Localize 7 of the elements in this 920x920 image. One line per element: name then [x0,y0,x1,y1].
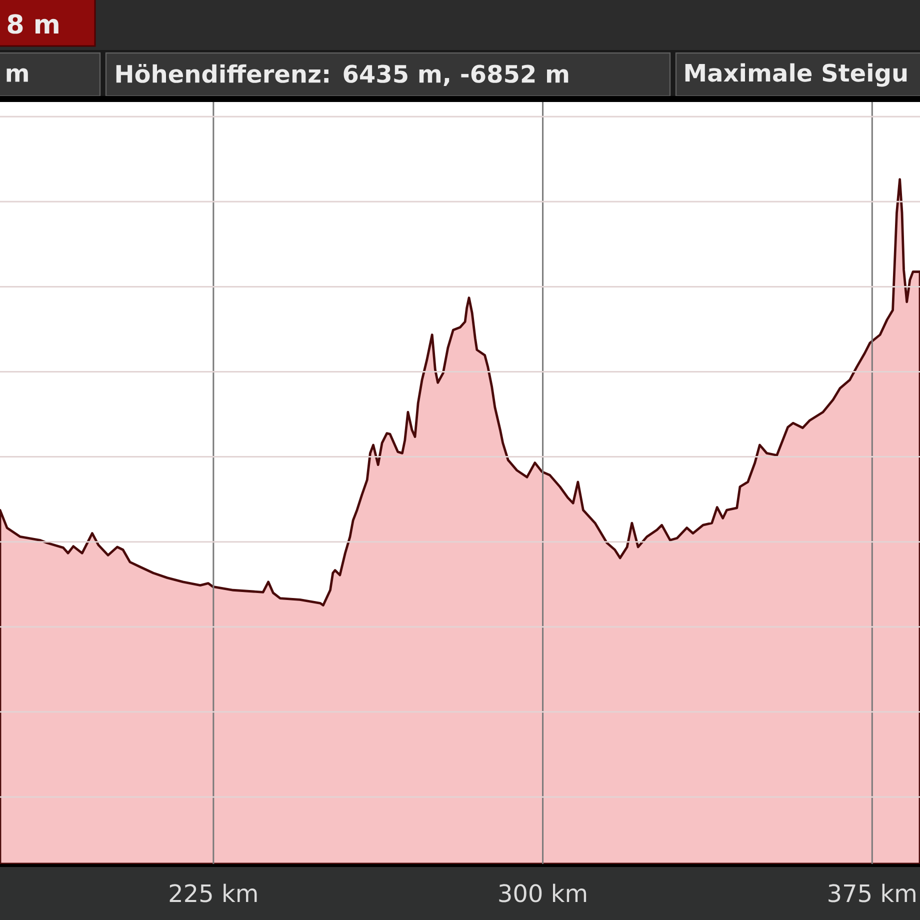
x-tick-label: 225 km [170,884,257,902]
text: m [6,68,28,82]
text: Maximale Steigu [685,63,907,87]
x-tick-label: 375 km [828,884,916,902]
text: 8 m [8,14,58,34]
x-tick-label: 300 km [499,884,586,902]
text: Höhendifferenz: 6435 m, -6852 m [116,64,568,86]
